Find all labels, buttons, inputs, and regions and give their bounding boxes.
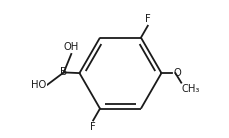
Text: F: F xyxy=(144,14,150,24)
Text: B: B xyxy=(60,67,67,77)
Text: CH₃: CH₃ xyxy=(181,84,199,94)
Text: O: O xyxy=(172,68,180,78)
Text: F: F xyxy=(90,122,95,132)
Text: HO: HO xyxy=(31,80,46,90)
Text: OH: OH xyxy=(63,42,79,52)
